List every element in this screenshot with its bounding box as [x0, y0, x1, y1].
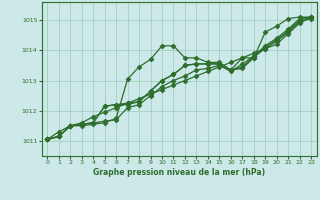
X-axis label: Graphe pression niveau de la mer (hPa): Graphe pression niveau de la mer (hPa) [93, 168, 265, 177]
